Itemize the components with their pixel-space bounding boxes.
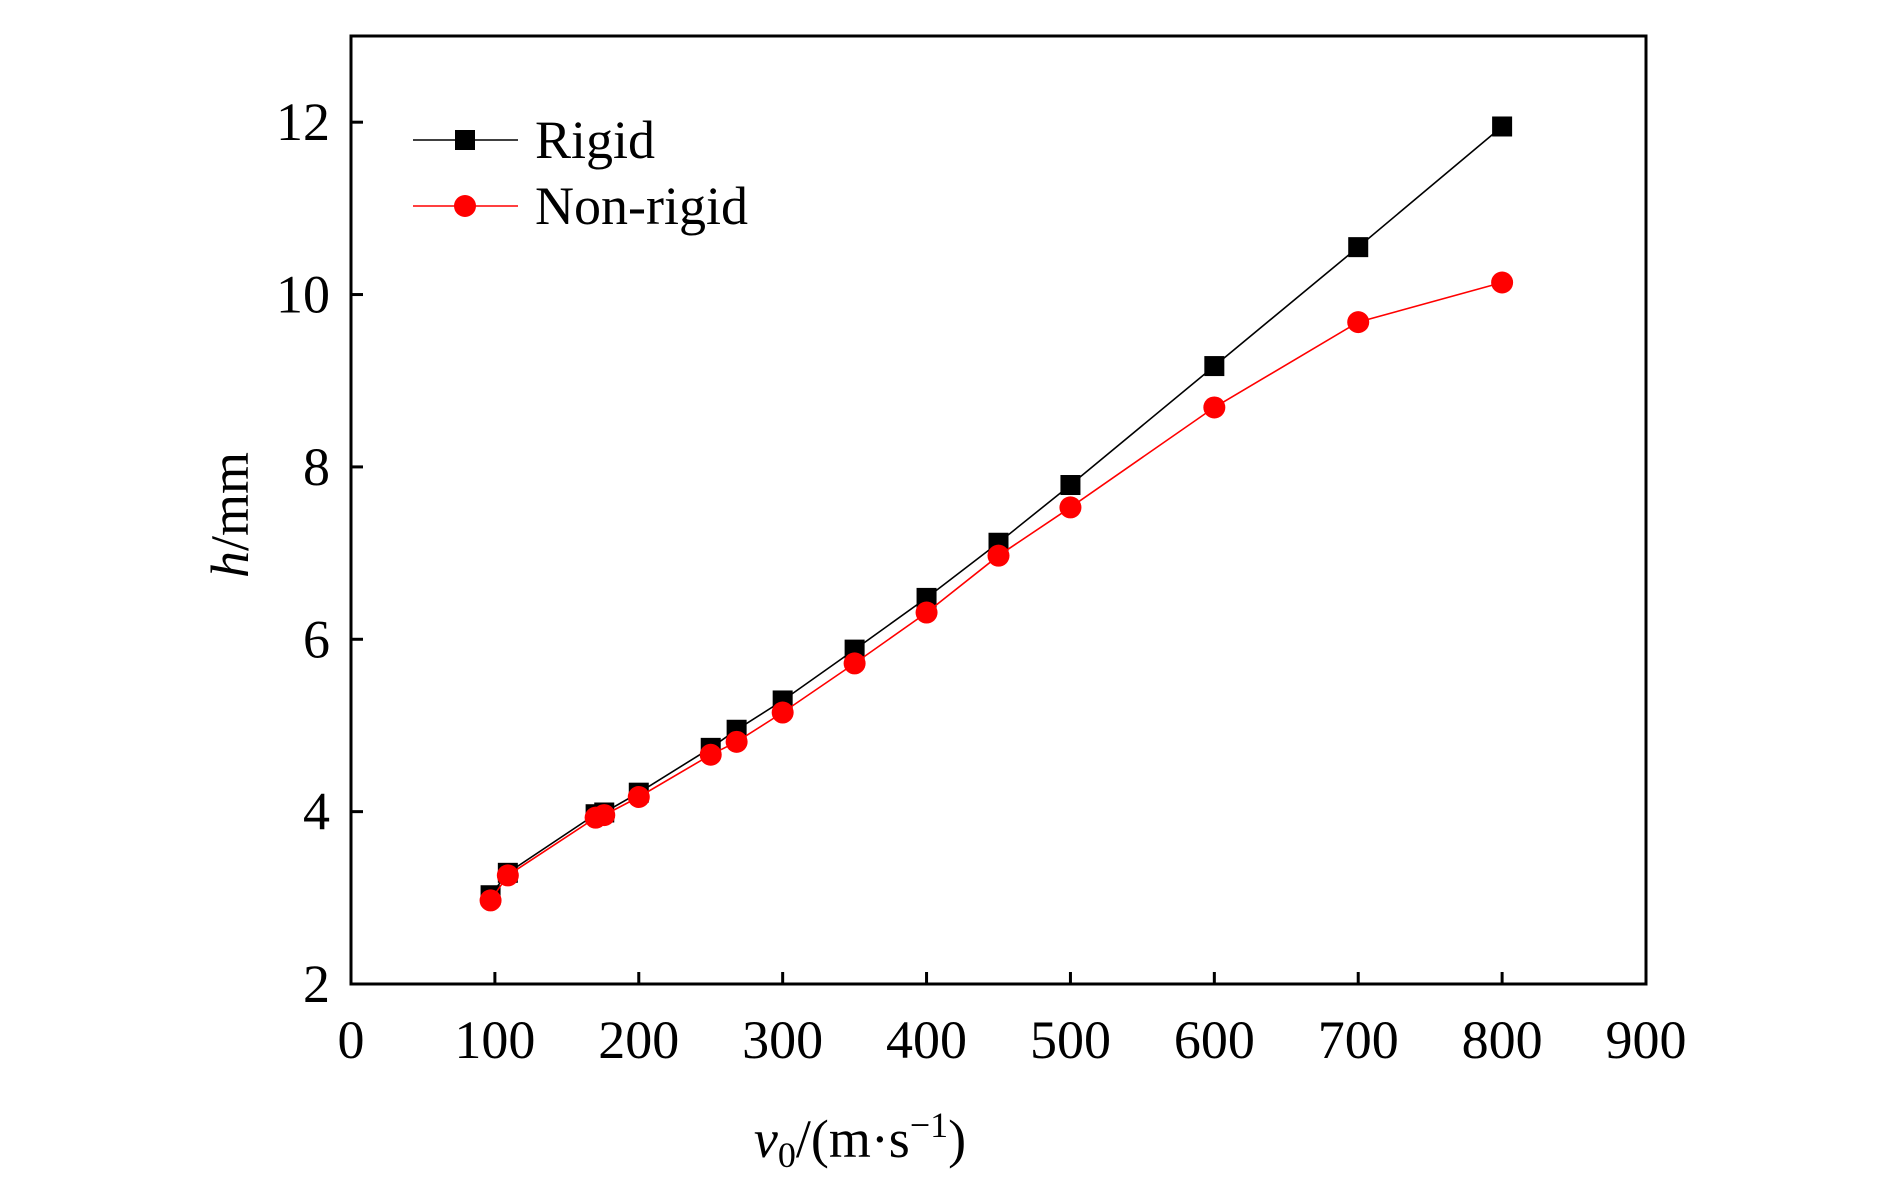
x-axis-title-close: ) [948,1109,966,1169]
x-axis-title-var: v [754,1109,778,1169]
legend-item-rigid: Rigid [413,110,655,170]
data-point-non-rigid-10 [987,544,1010,567]
legend-marker-rigid [455,130,475,150]
x-tick-label-100: 100 [454,1010,535,1070]
y-axis-title: h/mm [200,452,260,578]
y-tick-label-8: 8 [303,437,330,497]
series-layer [479,116,1514,912]
data-point-non-rigid-8 [843,652,866,675]
data-point-rigid-12 [1204,356,1225,377]
data-point-non-rigid-3 [593,804,616,827]
x-axis-title: v0/(m·s−1) [754,1105,966,1175]
y-tick-label-6: 6 [303,609,330,669]
data-point-non-rigid-6 [725,730,748,753]
x-tick-label-200: 200 [598,1010,679,1070]
legend-item-non-rigid: Non-rigid [413,176,748,236]
x-axis-title-rest: /(m·s [796,1109,910,1169]
x-tick-label-0: 0 [338,1010,365,1070]
y-axis-title-rest: /mm [200,452,260,551]
y-axis-title-var: h [200,551,260,578]
x-tick-label-900: 900 [1606,1010,1687,1070]
y-tick-label-2: 2 [303,954,330,1014]
data-point-rigid-13 [1348,237,1369,258]
series-non-rigid [479,271,1514,912]
x-tick-label-700: 700 [1318,1010,1399,1070]
axes-layer: 0 100 200 300 400 500 600 700 800 900 2 4 6 8 10 12 [276,92,1687,1070]
x-tick-label-300: 300 [742,1010,823,1070]
legend-label-rigid: Rigid [535,110,655,170]
data-point-rigid-14 [1492,116,1513,137]
legend-label-non-rigid: Non-rigid [535,176,748,236]
x-tick-label-600: 600 [1174,1010,1255,1070]
data-point-non-rigid-7 [771,701,794,724]
data-point-non-rigid-14 [1491,271,1514,294]
plot-frame [349,34,1648,986]
y-tick-label-12: 12 [276,92,330,152]
data-point-non-rigid-13 [1347,311,1370,334]
y-tick-label-10: 10 [276,265,330,325]
x-axis-title-sub: 0 [778,1135,796,1175]
x-tick-label-400: 400 [886,1010,967,1070]
y-tick-label-4: 4 [303,782,330,842]
data-point-non-rigid-5 [699,743,722,766]
data-point-non-rigid-0 [479,889,502,912]
x-axis-title-sup: −1 [910,1105,948,1145]
data-point-non-rigid-11 [1059,496,1082,519]
x-tick-label-800: 800 [1462,1010,1543,1070]
x-tick-label-500: 500 [1030,1010,1111,1070]
series-line-non-rigid [489,281,1503,901]
legend-marker-non-rigid [454,195,476,217]
data-point-non-rigid-4 [627,785,650,808]
data-point-non-rigid-9 [915,601,938,624]
data-point-rigid-11 [1060,475,1081,496]
data-point-non-rigid-1 [496,864,519,887]
data-point-non-rigid-12 [1203,396,1226,419]
